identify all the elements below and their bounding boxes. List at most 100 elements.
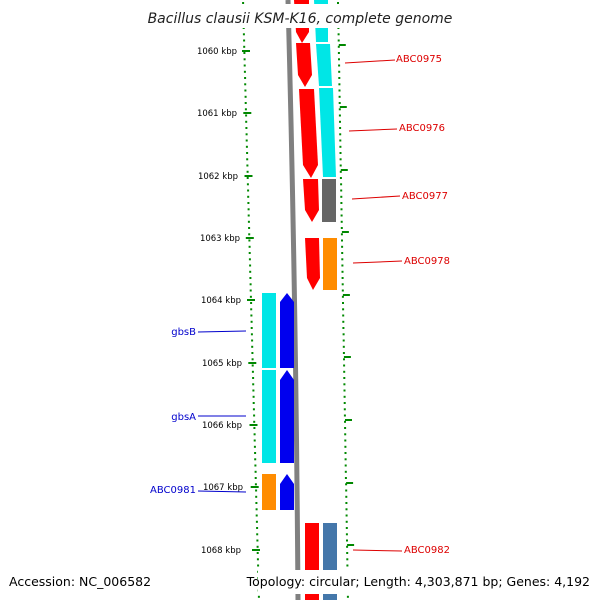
left-scale-dot — [248, 245, 251, 248]
left-scale-dot — [249, 283, 252, 286]
right-scale-dot — [344, 470, 347, 473]
label-leader-lines — [197, 59, 403, 552]
right-scale-dot — [345, 520, 348, 523]
orange-band-abc0981[interactable] — [262, 474, 276, 510]
right-scale-dot — [339, 120, 341, 123]
kbp-label-1060: 1060 kbp — [197, 47, 237, 57]
gene-arrow-gbsa[interactable] — [280, 370, 294, 463]
left-scale-dot — [249, 277, 252, 279]
left-scale-dot — [247, 220, 250, 223]
topology-text: Topology: circular; Length: 4,303,871 bp… — [246, 574, 590, 589]
left-scale-dot — [247, 202, 250, 204]
left-scale-dot — [245, 114, 248, 117]
left-scale-dot — [246, 170, 249, 173]
left-scale-dot — [256, 527, 259, 529]
reverse-strand-genes — [262, 293, 294, 510]
left-scale-dot — [245, 120, 248, 123]
gray-band[interactable] — [322, 179, 336, 222]
right-scale-dot — [338, 89, 341, 92]
right-scale-dot — [344, 445, 347, 448]
leader-abc0977 — [351, 195, 401, 200]
kbp-label-1066: 1066 kbp — [202, 421, 242, 431]
left-scale-dot — [251, 364, 254, 367]
gene-label-gbsb[interactable]: gbsB — [171, 327, 196, 338]
left-scale-dot — [250, 320, 253, 323]
left-scale-dot — [253, 420, 256, 423]
gene-labels: ABC0975 ABC0976 ABC0977 ABC0978 gbsB gbs… — [150, 54, 450, 556]
left-scale-dot — [248, 233, 251, 236]
left-scale-dot — [253, 433, 256, 436]
gene-arrow-gbsb[interactable] — [280, 293, 294, 368]
left-scale-dot — [246, 164, 249, 167]
kbp-labels: 1060 kbp 1061 kbp 1062 kbp 1063 kbp 1064… — [197, 47, 243, 556]
genome-backbone — [285, 0, 301, 600]
left-scale-dot — [251, 345, 254, 348]
left-scale-dot — [242, 33, 245, 36]
left-scale-dot — [256, 552, 259, 554]
right-scale-dot — [338, 58, 340, 61]
left-scale-dot — [243, 64, 246, 67]
right-scale-dot — [337, 33, 340, 36]
gene-label-abc0976[interactable]: ABC0976 — [399, 123, 445, 134]
right-scale-dot — [345, 533, 348, 536]
right-scale-dot — [339, 127, 342, 129]
left-scale-dot — [245, 145, 248, 148]
right-scale-dot — [343, 358, 345, 361]
right-scale-dot — [339, 152, 342, 154]
right-scale-dot — [345, 489, 348, 492]
right-scale-dot — [343, 395, 346, 398]
right-dotted-scale — [337, 2, 355, 598]
right-scale-dot — [337, 2, 339, 4]
right-scale-dot — [342, 320, 345, 323]
gene-arrow-abc0977[interactable] — [299, 89, 318, 178]
gene-label-abc0978[interactable]: ABC0978 — [404, 256, 450, 267]
gene-arrow-abc0976[interactable] — [296, 43, 312, 87]
right-scale-dot — [343, 414, 346, 417]
right-scale-dot — [340, 195, 343, 198]
left-scale-dot — [252, 408, 255, 411]
leader-abc0975 — [344, 59, 396, 64]
right-scale-dot — [338, 64, 341, 67]
gene-label-abc0975[interactable]: ABC0975 — [396, 54, 442, 65]
left-scale-dot — [255, 520, 258, 523]
right-scale-dot — [343, 408, 346, 411]
right-scale-dot — [342, 302, 344, 304]
left-scale-dot — [254, 483, 257, 486]
left-scale-dot — [251, 339, 254, 342]
cyan-band-gbsb[interactable] — [262, 293, 276, 368]
left-scale-dot — [244, 89, 247, 92]
right-scale-dot — [342, 339, 345, 342]
kbp-label-1063: 1063 kbp — [200, 234, 240, 244]
right-scale-dot — [344, 458, 347, 461]
left-scale-dot — [255, 495, 258, 498]
right-scale-dot — [338, 83, 341, 86]
gene-label-abc0981[interactable]: ABC0981 — [150, 485, 196, 496]
right-scale-dot — [345, 514, 348, 517]
cyan-band-2[interactable] — [316, 44, 332, 86]
leader-gbsb — [197, 330, 247, 333]
right-scale-dot — [340, 189, 343, 192]
right-scale-dot — [341, 239, 343, 242]
gene-arrow-abc0978[interactable] — [303, 179, 319, 222]
left-scale-dot — [252, 383, 255, 386]
gene-arrow-abc0981[interactable] — [280, 474, 294, 510]
right-scale-dot — [340, 227, 343, 229]
kbp-label-1064: 1064 kbp — [201, 296, 241, 306]
gene-arrow-abc0978-b[interactable] — [305, 238, 320, 290]
left-scale-dot — [249, 264, 252, 267]
right-scale-dot — [344, 452, 347, 454]
left-scale-dot — [242, 2, 245, 4]
left-scale-dot — [254, 477, 257, 479]
cyan-band-gbsa[interactable] — [262, 370, 276, 463]
cyan-band-3[interactable] — [319, 88, 336, 177]
gene-label-abc0977[interactable]: ABC0977 — [402, 191, 448, 202]
left-scale-dot — [244, 83, 247, 86]
right-scale-dot — [345, 527, 348, 529]
orange-band-1[interactable] — [323, 238, 337, 290]
right-scale-dot — [339, 177, 342, 179]
right-scale-dot — [343, 389, 346, 392]
right-scale-dot — [342, 333, 345, 336]
gene-label-gbsa[interactable]: gbsA — [171, 412, 196, 423]
right-scale-dot — [345, 508, 348, 511]
gene-label-abc0982[interactable]: ABC0982 — [404, 545, 450, 556]
